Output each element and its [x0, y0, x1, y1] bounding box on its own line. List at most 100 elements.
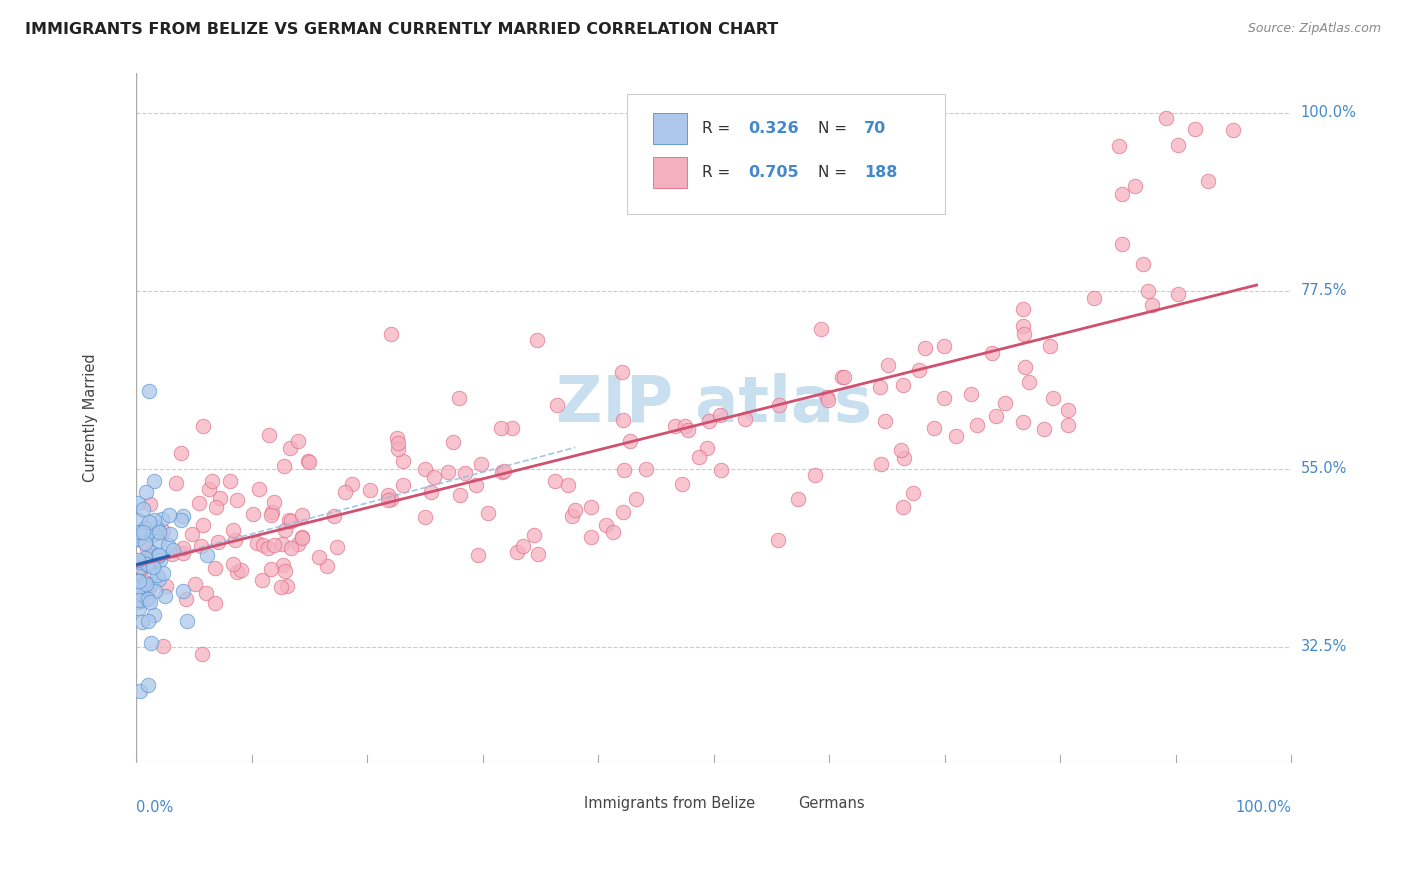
Point — [148, 548, 170, 562]
Point — [128, 526, 150, 541]
Point — [257, 541, 280, 556]
Point — [1222, 123, 1244, 137]
Point — [135, 577, 157, 591]
Point — [287, 434, 309, 448]
Text: 100.0%: 100.0% — [1236, 799, 1291, 814]
Point — [142, 607, 165, 622]
Point — [162, 542, 184, 557]
Point — [205, 500, 228, 514]
Point — [924, 421, 946, 435]
Point — [523, 528, 546, 542]
Text: ZIP atlas: ZIP atlas — [555, 373, 872, 434]
Point — [139, 528, 162, 542]
Point — [325, 540, 347, 554]
Point — [891, 500, 914, 514]
Point — [128, 556, 150, 570]
Point — [273, 458, 295, 473]
Point — [422, 470, 444, 484]
Point — [143, 475, 166, 489]
Point — [242, 507, 264, 521]
Point — [981, 345, 1004, 359]
Point — [945, 428, 967, 442]
Point — [768, 398, 790, 412]
Point — [1184, 121, 1206, 136]
Point — [128, 683, 150, 698]
Point — [134, 536, 156, 550]
Point — [624, 492, 647, 507]
Point — [278, 441, 301, 455]
Point — [128, 601, 150, 615]
Point — [875, 414, 897, 428]
Bar — [652, 157, 688, 188]
Text: 100.0%: 100.0% — [1301, 105, 1357, 120]
Point — [204, 561, 226, 575]
Text: 32.5%: 32.5% — [1301, 640, 1347, 655]
Point — [138, 497, 160, 511]
Text: Immigrants from Belize: Immigrants from Belize — [585, 796, 755, 811]
Point — [222, 523, 245, 537]
Point — [610, 365, 633, 379]
Point — [132, 501, 155, 516]
Point — [298, 455, 321, 469]
Point — [1136, 284, 1159, 298]
Point — [817, 393, 839, 408]
Point — [333, 485, 356, 500]
Point — [201, 475, 224, 489]
Point — [207, 534, 229, 549]
Point — [270, 580, 292, 594]
Text: 0.0%: 0.0% — [136, 799, 173, 814]
Point — [595, 517, 617, 532]
Point — [222, 558, 245, 572]
Point — [276, 578, 298, 592]
Point — [127, 552, 149, 566]
Bar — [766, 797, 792, 814]
Point — [579, 530, 602, 544]
Point — [676, 423, 699, 437]
Point — [1111, 236, 1133, 251]
Point — [1018, 375, 1040, 389]
Point — [377, 488, 399, 502]
Point — [231, 563, 253, 577]
Point — [342, 477, 364, 491]
Point — [270, 537, 292, 551]
Point — [392, 453, 415, 467]
Point — [135, 591, 157, 606]
Point — [291, 508, 314, 522]
Point — [1197, 174, 1219, 188]
Point — [141, 545, 163, 559]
Point — [437, 465, 460, 479]
Point — [526, 548, 548, 562]
Point — [146, 550, 169, 565]
Point — [1012, 319, 1035, 334]
Point — [870, 458, 893, 472]
Point — [195, 585, 218, 599]
Point — [131, 559, 153, 574]
Point — [1057, 402, 1080, 417]
Point — [129, 527, 152, 541]
Point — [260, 562, 283, 576]
Point — [454, 467, 477, 481]
Point — [127, 528, 149, 542]
Point — [766, 533, 789, 547]
Text: Source: ZipAtlas.com: Source: ZipAtlas.com — [1247, 22, 1381, 36]
Point — [150, 512, 173, 526]
Point — [134, 579, 156, 593]
Point — [148, 533, 170, 548]
Point — [932, 391, 955, 405]
Point — [131, 576, 153, 591]
Point — [710, 463, 733, 477]
Point — [1012, 301, 1035, 316]
Point — [148, 572, 170, 586]
Point — [526, 333, 548, 347]
Point — [160, 547, 183, 561]
Point — [449, 487, 471, 501]
Point — [602, 525, 624, 540]
FancyBboxPatch shape — [627, 94, 945, 214]
Point — [127, 595, 149, 609]
Point — [204, 595, 226, 609]
Point — [914, 341, 936, 355]
Point — [170, 513, 193, 527]
Point — [138, 581, 160, 595]
Point — [128, 593, 150, 607]
Text: 77.5%: 77.5% — [1301, 283, 1347, 298]
